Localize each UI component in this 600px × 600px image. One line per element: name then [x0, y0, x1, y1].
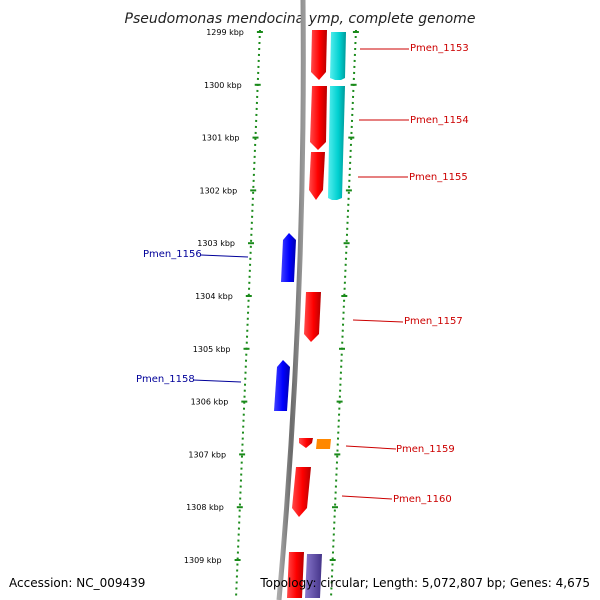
- gene-arrow-pmen-1155: [309, 152, 325, 200]
- gene-arrow-pmen-1153: [311, 30, 327, 80]
- gene-arrow-pmen-1159: [299, 438, 313, 448]
- leader-line-pmen-1158: [192, 379, 242, 383]
- accession-text: Accession: NC_009439: [9, 576, 146, 590]
- leader-line-pmen-1156: [200, 254, 249, 258]
- ruler-dotted-line: [235, 29, 261, 599]
- gene-arrow-pmen-1160: [292, 467, 311, 517]
- gene-arrow-pmen-1158: [274, 360, 290, 411]
- orange-feature: [316, 439, 331, 449]
- ruler-tick-label: 1300 kbp: [204, 81, 242, 90]
- gene-arrow-pmen-1157: [304, 292, 321, 342]
- cyan-feature-2: [328, 86, 345, 200]
- genome-backbone: [276, 0, 306, 600]
- map-title: Pseudomonas mendocina ymp, complete geno…: [125, 11, 476, 27]
- ruler-tick-label: 1302 kbp: [199, 186, 237, 195]
- gene-label-pmen-1159[interactable]: Pmen_1159: [396, 444, 455, 455]
- ruler-tick-label: 1306 kbp: [191, 398, 229, 407]
- gene-label-pmen-1153[interactable]: Pmen_1153: [410, 43, 469, 54]
- cyan-feature-1: [330, 32, 346, 80]
- topology-text: Topology: circular; Length: 5,072,807 bp…: [260, 576, 590, 590]
- gene-label-pmen-1155[interactable]: Pmen_1155: [409, 172, 468, 183]
- ruler-tick-label: 1301 kbp: [202, 134, 240, 143]
- ruler-ticks: 1299 kbp 1300 kbp 1301 kbp 1302 kbp 1303 kbp…: [184, 28, 359, 565]
- ruler-tick-label: 1307 kbp: [188, 450, 226, 459]
- ruler-tick-label: 1305 kbp: [193, 345, 231, 354]
- leader-line-pmen-1157: [352, 319, 404, 323]
- leader-line-pmen-1159: [345, 445, 397, 450]
- gene-arrow-pmen-1154: [310, 86, 327, 150]
- ruler-tick-label: 1308 kbp: [186, 503, 224, 512]
- gene-label-pmen-1154[interactable]: Pmen_1154: [410, 115, 469, 126]
- leader-line-pmen-1160: [341, 495, 393, 500]
- gene-label-pmen-1158[interactable]: Pmen_1158: [136, 374, 195, 385]
- gene-arrow-bottom-red: [287, 552, 304, 598]
- gene-arrow-pmen-1156: [281, 233, 296, 282]
- purple-feature: [305, 554, 322, 598]
- ruler-tick-label: 1309 kbp: [184, 556, 222, 565]
- gene-label-pmen-1160[interactable]: Pmen_1160: [393, 494, 452, 505]
- ruler-tick-label: 1303 kbp: [197, 239, 235, 248]
- gene-label-pmen-1157[interactable]: Pmen_1157: [404, 316, 463, 327]
- ruler-tick-label: 1304 kbp: [195, 292, 233, 301]
- gene-label-pmen-1156[interactable]: Pmen_1156: [143, 249, 202, 260]
- ruler-tick-label: 1299 kbp: [206, 28, 244, 37]
